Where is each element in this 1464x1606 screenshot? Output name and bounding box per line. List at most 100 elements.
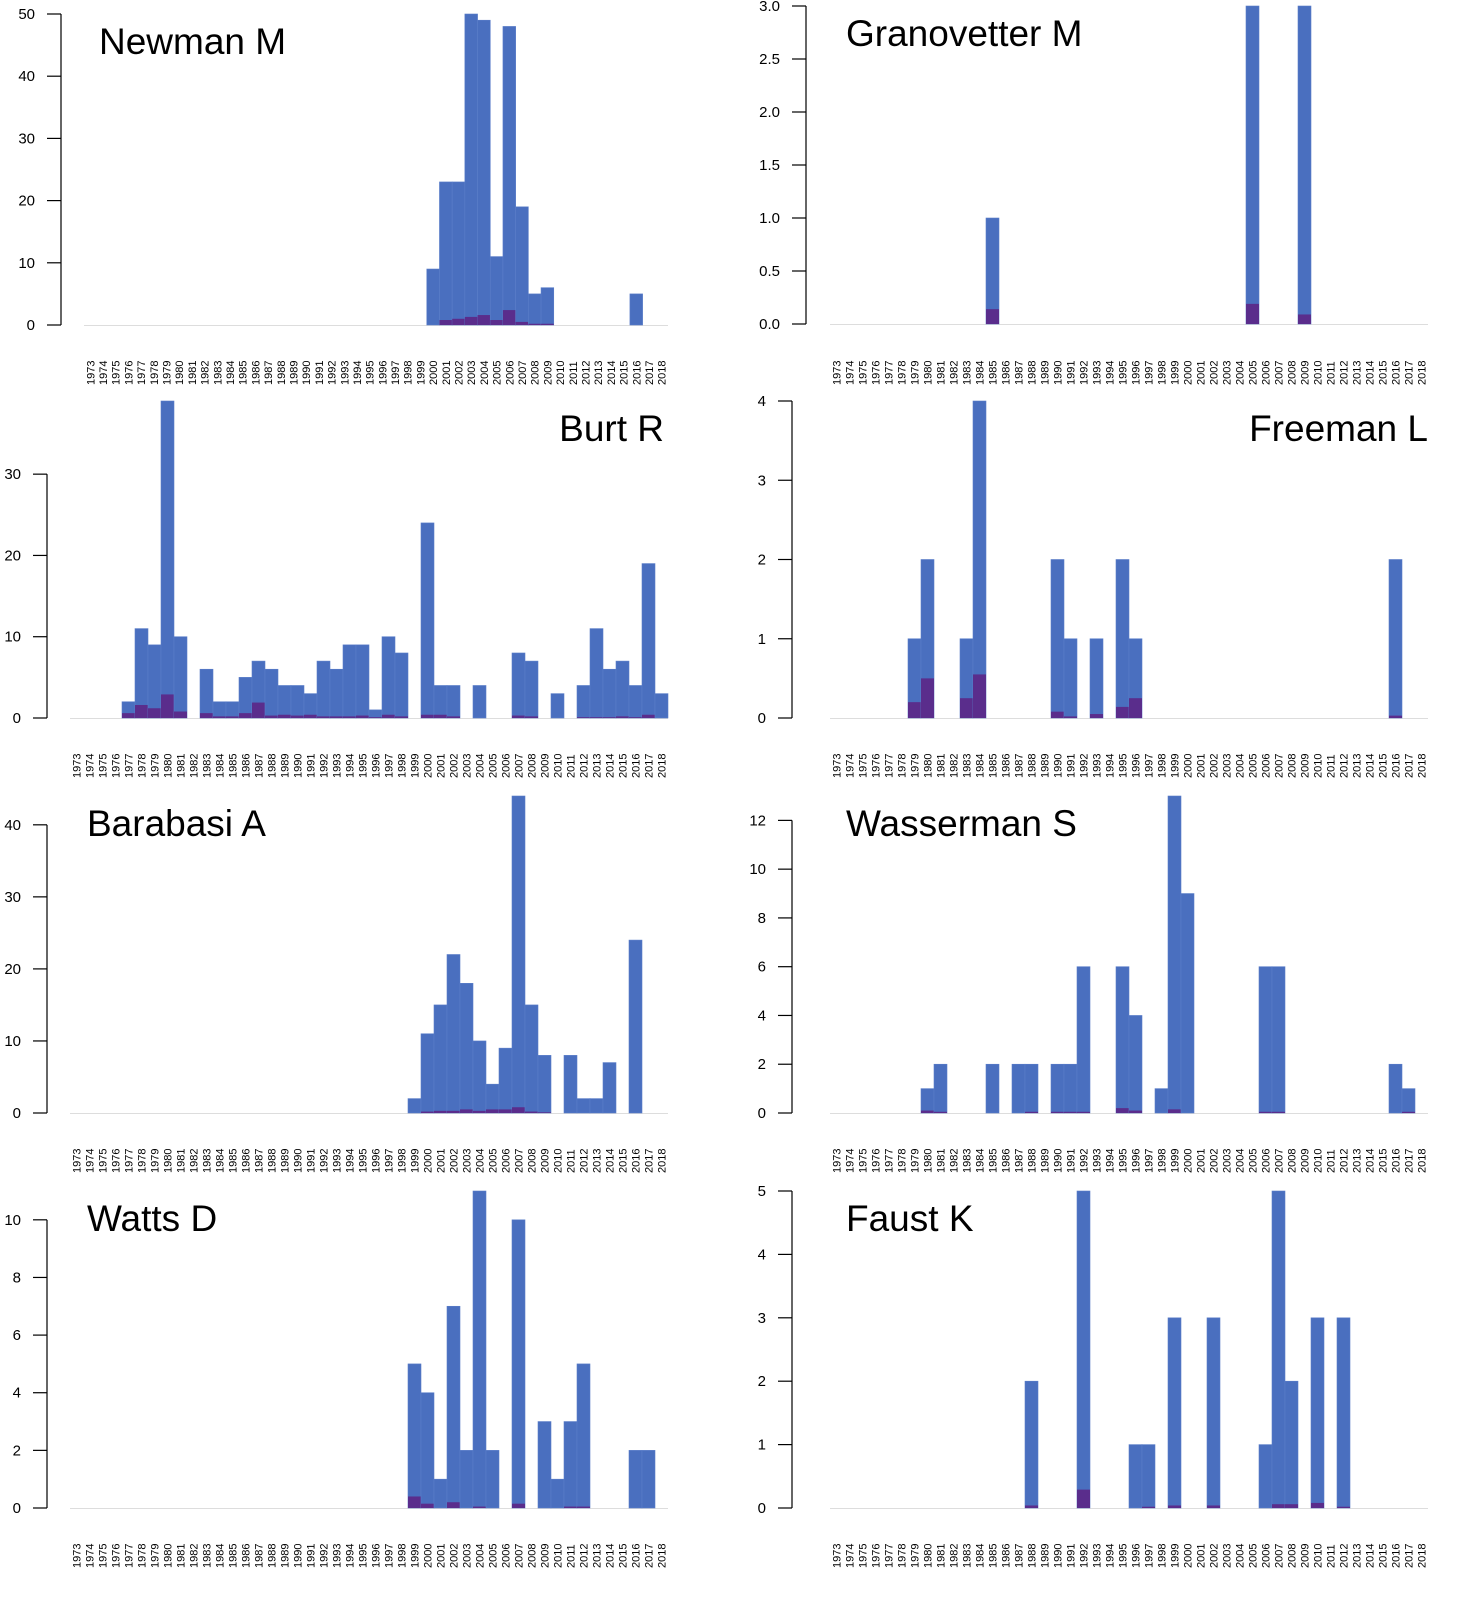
x-tick-label: 2007 (514, 1149, 526, 1173)
x-tick-label: 1984 (975, 1544, 987, 1568)
x-tick-label: 1991 (1066, 361, 1078, 385)
x-tick-label: 1987 (254, 1149, 266, 1173)
x-tick-label: 1986 (1001, 1149, 1013, 1173)
bar-highlight-1995 (1116, 706, 1129, 718)
y-tick-label: 4 (758, 393, 766, 410)
bar-highlight-1986 (239, 713, 252, 718)
bar-highlight-2012 (1337, 1506, 1350, 1508)
y-tick-label: 10 (749, 861, 766, 878)
y-tick-label: 2 (758, 1373, 766, 1390)
x-tick-label: 1992 (1079, 754, 1091, 778)
bar-2012 (576, 685, 591, 719)
x-tick-label: 1983 (962, 361, 974, 385)
bar-highlight-1988 (1025, 1505, 1038, 1508)
x-tick-label: 1981 (176, 754, 188, 778)
bar-1985 (225, 701, 240, 719)
bar-highlight-1996 (369, 717, 382, 718)
x-tick-label: 1993 (1092, 1544, 1104, 1568)
y-tick-label: 0 (27, 317, 35, 334)
x-tick-label: 2003 (1222, 1149, 1234, 1173)
x-tick-label: 1996 (1131, 1544, 1143, 1568)
x-tick-label: 1974 (85, 754, 97, 778)
bar-highlight-2008 (528, 323, 542, 325)
x-tick-label: 2011 (1326, 361, 1338, 385)
x-tick-label: 2013 (1352, 1544, 1364, 1568)
bar-1996 (368, 709, 383, 719)
bar-highlight-2002 (1207, 1505, 1220, 1508)
bar-highlight-2003 (460, 1109, 473, 1113)
bar-1996 (1128, 1015, 1143, 1114)
x-tick-label: 1984 (225, 361, 237, 385)
bar-1997 (381, 636, 396, 719)
x-tick-label: 2004 (475, 754, 487, 778)
x-tick-label: 1974 (98, 361, 110, 385)
x-tick-label: 1989 (1040, 1544, 1052, 1568)
bar-highlight-2000 (421, 1503, 434, 1508)
x-tick-label: 1997 (1144, 361, 1156, 385)
bar-1989 (277, 685, 292, 719)
x-tick-label: 2007 (514, 1544, 526, 1568)
bar-2006 (1258, 966, 1273, 1114)
x-tick-label: 2000 (428, 361, 440, 385)
bar-2018 (654, 693, 669, 719)
x-tick-label: 2007 (1274, 754, 1286, 778)
x-tick-label: 1994 (345, 1149, 357, 1173)
panel-title: Watts D (87, 1198, 217, 1239)
x-tick-label: 2012 (1339, 754, 1351, 778)
x-tick-label: 1980 (923, 1149, 935, 1173)
x-tick-label: 2011 (566, 1149, 578, 1173)
x-tick-label: 2013 (592, 1149, 604, 1173)
bar-2001 (433, 1004, 448, 1114)
x-tick-label: 1985 (228, 1544, 240, 1568)
x-tick-label: 1985 (988, 1149, 1000, 1173)
x-tick-label: 2012 (579, 1149, 591, 1173)
y-tick-label: 1.5 (759, 157, 780, 174)
x-tick-label: 1979 (150, 1544, 162, 1568)
x-tick-label: 2006 (501, 1149, 513, 1173)
x-tick-label: 2006 (501, 1544, 513, 1568)
x-tick-label: 1990 (293, 1149, 305, 1173)
bar-1983 (199, 668, 214, 719)
x-tick-label: 1999 (1170, 361, 1182, 385)
bar-highlight-1985 (986, 309, 999, 324)
x-tick-label: 1988 (1027, 361, 1039, 385)
x-tick-label: 1996 (1131, 361, 1143, 385)
bar-highlight-2010 (1311, 1502, 1324, 1508)
x-tick-label: 1986 (1001, 361, 1013, 385)
bar-1996 (1128, 1444, 1143, 1509)
bar-2000 (420, 1033, 435, 1114)
x-tick-label: 2016 (631, 1544, 643, 1568)
x-tick-label: 2002 (449, 1149, 461, 1173)
bar-highlight-2006 (499, 1109, 512, 1113)
x-tick-label: 2004 (1235, 361, 1247, 385)
x-tick-label: 1979 (150, 754, 162, 778)
x-tick-label: 1989 (280, 1544, 292, 1568)
bar-1995 (1115, 966, 1130, 1114)
x-tick-label: 1988 (1027, 1149, 1039, 1173)
x-tick-label: 1997 (384, 1149, 396, 1173)
x-tick-label: 2000 (1183, 1149, 1195, 1173)
x-tick-label: 1977 (884, 1544, 896, 1568)
bar-highlight-2002 (447, 716, 460, 718)
x-tick-label: 1990 (1053, 1149, 1065, 1173)
x-tick-label: 2018 (657, 1544, 669, 1568)
bar-2000 (420, 1392, 435, 1509)
bar-highlight-1996 (1129, 1110, 1142, 1113)
x-tick-label: 1977 (884, 1149, 896, 1173)
x-tick-label: 1979 (162, 361, 174, 385)
bar-highlight-2012 (577, 1506, 590, 1508)
bar-2013 (589, 628, 604, 719)
x-tick-label: 2000 (1183, 361, 1195, 385)
bar-1995 (355, 644, 370, 719)
bar-1999 (407, 1098, 422, 1114)
bar-highlight-1995 (356, 715, 369, 718)
x-tick-label: 1997 (390, 361, 402, 385)
x-tick-label: 1986 (241, 754, 253, 778)
bar-highlight-2006 (1259, 1111, 1272, 1113)
x-tick-label: 2015 (1378, 1544, 1390, 1568)
x-tick-label: 1998 (397, 1544, 409, 1568)
x-tick-label: 2018 (657, 754, 669, 778)
x-tick-label: 1993 (332, 1544, 344, 1568)
y-tick-label: 30 (18, 130, 35, 147)
bar-2013 (589, 1098, 604, 1114)
